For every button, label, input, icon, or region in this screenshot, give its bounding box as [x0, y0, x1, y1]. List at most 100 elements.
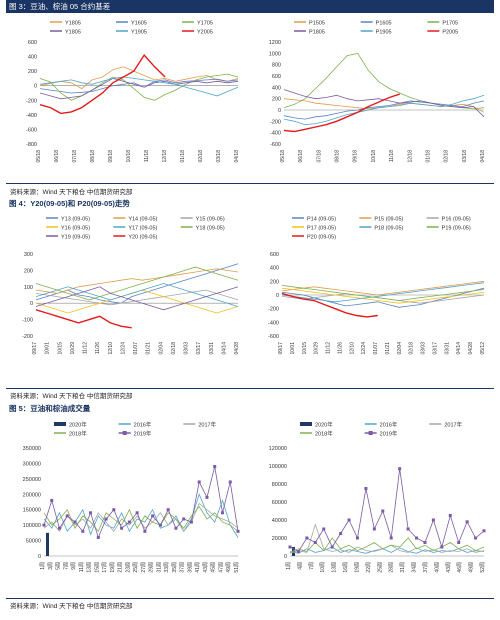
x-tick-label: 11/18: [389, 150, 395, 162]
y-tick-label: 600: [270, 252, 279, 258]
series-line: [281, 282, 485, 303]
x-tick-label: 37周: [180, 562, 186, 573]
y-tick-label: 200000: [23, 492, 41, 498]
x-tick-label: 12/18: [407, 150, 413, 163]
series-marker: [440, 545, 444, 549]
series-marker: [174, 526, 178, 530]
divider: [6, 183, 494, 184]
y-tick-label: 250000: [23, 477, 41, 483]
legend-label: Y1805: [65, 30, 81, 36]
y-tick-label: -400: [268, 320, 279, 326]
x-tick-label: 41周: [195, 562, 201, 573]
legend-label: 2019年: [380, 430, 398, 438]
series-line: [43, 493, 239, 538]
x-tick-label: 03/17: [196, 342, 202, 355]
x-tick-label: 05/12: [480, 342, 486, 355]
y-tick-label: 100000: [23, 523, 41, 529]
y-tick-label: -600: [270, 142, 281, 148]
y-tick-label: 600: [272, 74, 281, 80]
series-line: [39, 76, 239, 97]
x-tick-label: 49周: [469, 562, 475, 573]
y-tick-label: 400: [28, 55, 37, 61]
legend-label: P18 (09-05): [374, 226, 403, 232]
x-tick-label: 11/26: [95, 342, 101, 354]
series-marker: [182, 517, 186, 521]
x-tick-label: 27周: [141, 562, 147, 573]
series-marker: [104, 517, 108, 521]
series-marker: [381, 509, 385, 513]
x-tick-label: 02/04: [158, 342, 164, 355]
series-marker: [166, 508, 170, 512]
x-tick-label: 01/21: [146, 342, 152, 355]
series-marker: [423, 541, 427, 544]
x-tick-label: 16周: [343, 562, 349, 573]
series-marker: [143, 529, 147, 533]
series-line: [35, 309, 132, 329]
x-tick-label: 35周: [172, 562, 178, 573]
y-tick-label: 200: [28, 69, 37, 75]
series-marker: [213, 465, 217, 469]
x-tick-label: 19周: [110, 562, 116, 573]
x-tick-label: 06/18: [298, 150, 304, 163]
y-tick-label: -100: [22, 318, 33, 324]
legend-label: 2017年: [198, 421, 216, 429]
y-tick-label: -200: [22, 334, 33, 340]
x-tick-label: 39周: [187, 562, 193, 573]
x-tick-label: 12/10: [108, 342, 114, 355]
x-tick-label: 04/14: [456, 342, 462, 355]
x-tick-label: 03/18: [216, 150, 222, 163]
x-tick-label: 03/31: [444, 342, 450, 355]
series-line: [289, 468, 485, 553]
legend-label: P15 (09-05): [374, 217, 403, 223]
series-line: [39, 53, 166, 115]
legend-label: 2020年: [69, 421, 87, 429]
legend-label: P14 (09-05): [307, 217, 336, 223]
legend-label: Y14 (09-05): [128, 217, 157, 223]
y-tick-label: -800: [26, 142, 37, 148]
x-tick-label: 01/07: [373, 342, 379, 355]
y-tick-label: -200: [26, 98, 37, 104]
x-tick-label: 28周: [389, 562, 395, 573]
series-marker: [81, 529, 85, 533]
x-tick-label: 04/28: [468, 342, 474, 355]
divider: [6, 388, 494, 389]
series-marker: [112, 508, 116, 512]
series-marker: [127, 520, 131, 524]
x-tick-label: 04/14: [221, 342, 227, 355]
x-tick-label: 7周: [63, 562, 69, 570]
x-tick-label: 12/18: [162, 150, 168, 163]
chart-y20-trend: Y13 (09-05) Y14 (09-05) Y15 (09-05) Y16 (09…: [22, 217, 240, 355]
x-tick-label: 4周: [297, 562, 303, 570]
legend-label: Y15 (09-05): [196, 217, 225, 223]
x-tick-label: 02/18: [171, 342, 177, 355]
y-tick-label: -400: [270, 131, 281, 137]
series-line: [283, 93, 401, 133]
x-tick-label: 25周: [133, 562, 139, 573]
series-marker: [347, 518, 351, 522]
y-tick-label: 120000: [269, 446, 287, 452]
y-tick-label: 0: [34, 84, 37, 90]
legend-label: Y18 (09-05): [196, 226, 225, 232]
x-tick-label: 09/17: [278, 342, 284, 355]
x-tick-label: 02/18: [198, 150, 204, 163]
chart-p20-trend: P14 (09-05) P15 (09-05) P16 (09-05) P17 (09…: [268, 217, 486, 355]
y-tick-label: -400: [26, 113, 37, 119]
series-marker: [288, 545, 292, 549]
legend-label: 2018年: [69, 430, 87, 438]
y-tick-label: 50000: [26, 539, 41, 545]
x-tick-label: 23周: [125, 562, 131, 573]
x-tick-label: 08/18: [335, 150, 341, 163]
x-tick-label: 11/26: [337, 342, 343, 354]
legend-label: 2016年: [134, 421, 152, 429]
series-line: [289, 537, 485, 553]
legend-label: P17 (09-05): [307, 226, 336, 232]
series-marker: [89, 511, 93, 515]
legend-label: Y1705: [197, 21, 213, 27]
x-tick-label: 05/18: [280, 150, 286, 163]
series-marker: [330, 545, 334, 549]
x-tick-label: 11/12: [83, 342, 89, 354]
x-tick-label: 10/29: [70, 342, 76, 355]
x-tick-label: 31周: [156, 562, 162, 573]
x-tick-label: 43周: [446, 562, 452, 573]
series-marker: [431, 518, 435, 522]
